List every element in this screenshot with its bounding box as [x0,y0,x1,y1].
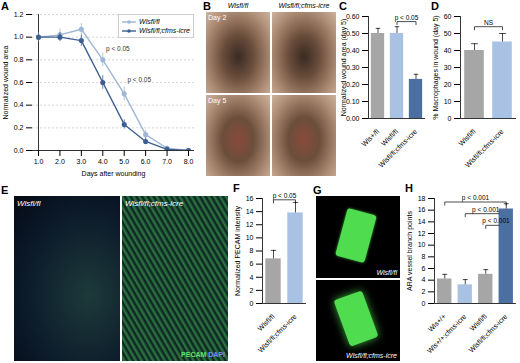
svg-text:30: 30 [444,64,452,71]
svg-text:6: 6 [422,265,426,272]
svg-text:16: 16 [418,206,426,213]
svg-text:4: 4 [250,273,254,280]
svg-text:1.0: 1.0 [34,158,44,165]
svg-text:0: 0 [422,300,426,307]
svg-text:Normalized wound area: Normalized wound area [2,45,9,119]
svg-text:5.0: 5.0 [119,158,129,165]
svg-text:Wlsfl/fl;cfms-icre: Wlsfl/fl;cfms-icre [468,313,509,354]
svg-text:Wlsfl/fl;cfms-icre: Wlsfl/fl;cfms-icre [257,313,298,354]
svg-text:0.60: 0.60 [346,13,360,20]
svg-text:0.4: 0.4 [14,101,24,108]
svg-text:8: 8 [250,247,254,254]
html-text:B: B [203,0,211,12]
svg-text:Normalized PECAM intensity: Normalized PECAM intensity [234,206,242,296]
svg-text:Wlsfl/fl: Wlsfl/fl [457,127,477,147]
svg-text:% Macrophages in wound (day 5): % Macrophages in wound (day 5) [432,15,440,119]
html-text:C: C [339,0,347,12]
svg-text:0: 0 [250,300,254,307]
html-text:H: H [405,182,413,194]
html-text:E: E [1,184,9,196]
html-text:Wlsfl/fl: Wlsfl/fl [17,199,41,208]
html-text:D: D [431,0,439,12]
svg-text:3.0: 3.0 [76,158,86,165]
svg-text:8.0: 8.0 [184,158,194,165]
svg-text:Wls+/fl: Wls+/fl [360,127,380,147]
svg-text:50: 50 [444,30,452,37]
svg-text:2: 2 [250,287,254,294]
html-text:PECAM DAPI: PECAM DAPI [181,351,225,358]
html-text:Wlsfl/fl: Wlsfl/fl [376,268,397,276]
html-text:G: G [313,184,322,196]
html-text:Wlsfl/fl;cfms-icre: Wlsfl/fl;cfms-icre [139,27,190,34]
html-text:Day 5: Day 5 [208,97,227,104]
svg-text:10: 10 [418,241,426,248]
html-text:Wlsfl/fl: Wlsfl/fl [139,18,160,25]
svg-text:7.0: 7.0 [162,158,172,165]
html-text:Day 2: Day 2 [208,14,227,21]
svg-text:p < 0.05: p < 0.05 [106,45,130,53]
svg-text:10: 10 [444,98,452,105]
svg-text:0.20: 0.20 [346,81,360,88]
svg-text:Days after wounding: Days after wounding [82,170,146,178]
svg-text:14: 14 [418,218,426,225]
svg-text:2: 2 [422,288,426,295]
svg-text:NS: NS [484,19,494,26]
svg-text:p < 0.001: p < 0.001 [472,206,500,214]
svg-text:12: 12 [246,221,254,228]
html-text:Wlsfl/fl: Wlsfl/fl [227,2,249,9]
html-text:F: F [233,182,240,194]
html-text:Wlsfl/fl;cfms-icre: Wlsfl/fl;cfms-icre [125,199,184,208]
svg-text:p < 0.001: p < 0.001 [482,217,510,225]
svg-text:Wlsfl/fl;cfms-icre: Wlsfl/fl;cfms-icre [377,128,418,169]
svg-text:2.0: 2.0 [55,158,65,165]
svg-text:0: 0 [448,115,452,122]
svg-text:40: 40 [444,47,452,54]
svg-text:0.8: 0.8 [14,56,24,63]
svg-text:6: 6 [250,260,254,267]
svg-text:0.00: 0.00 [346,115,360,122]
svg-text:6.0: 6.0 [141,158,151,165]
svg-text:0.2: 0.2 [14,124,24,131]
svg-text:p < 0.05: p < 0.05 [273,192,297,200]
svg-text:16: 16 [246,195,254,202]
svg-text:1.2: 1.2 [14,11,24,18]
svg-text:Wlsfl/fl;cfms-icre: Wlsfl/fl;cfms-icre [464,128,505,169]
svg-text:p < 0.05: p < 0.05 [395,14,419,22]
svg-text:p < 0.001: p < 0.001 [462,194,490,202]
html-text:A: A [1,0,9,12]
svg-text:ARA vessel branch points: ARA vessel branch points [406,211,414,291]
svg-text:0.30: 0.30 [346,64,360,71]
svg-text:12: 12 [418,230,426,237]
svg-text:20: 20 [444,81,452,88]
svg-text:0.6: 0.6 [14,79,24,86]
svg-text:4.0: 4.0 [98,158,108,165]
svg-text:Wlsfl/fl: Wlsfl/fl [469,312,489,332]
svg-text:0.40: 0.40 [346,47,360,54]
svg-text:0.0: 0.0 [14,147,24,154]
svg-text:18: 18 [418,195,426,202]
svg-text:8: 8 [422,253,426,260]
svg-text:0.50: 0.50 [346,30,360,37]
svg-text:Wlsfl/fl: Wlsfl/fl [256,312,276,332]
svg-text:4: 4 [422,276,426,283]
html-text:Wlsfl/fl;cfms-icre: Wlsfl/fl;cfms-icre [346,352,397,359]
svg-text:0.10: 0.10 [346,98,360,105]
svg-text:14: 14 [246,208,254,215]
svg-text:10: 10 [246,234,254,241]
svg-text:p < 0.05: p < 0.05 [127,76,151,84]
svg-text:Wls+/+;cfms-icre: Wls+/+;cfms-icre [426,313,468,355]
svg-text:1.0: 1.0 [14,33,24,40]
svg-text:60: 60 [444,13,452,20]
html-text:Wlsfl/fl;cfms-icre: Wlsfl/fl;cfms-icre [278,2,330,9]
svg-text:Normalized wound area (day 5): Normalized wound area (day 5) [340,19,348,117]
